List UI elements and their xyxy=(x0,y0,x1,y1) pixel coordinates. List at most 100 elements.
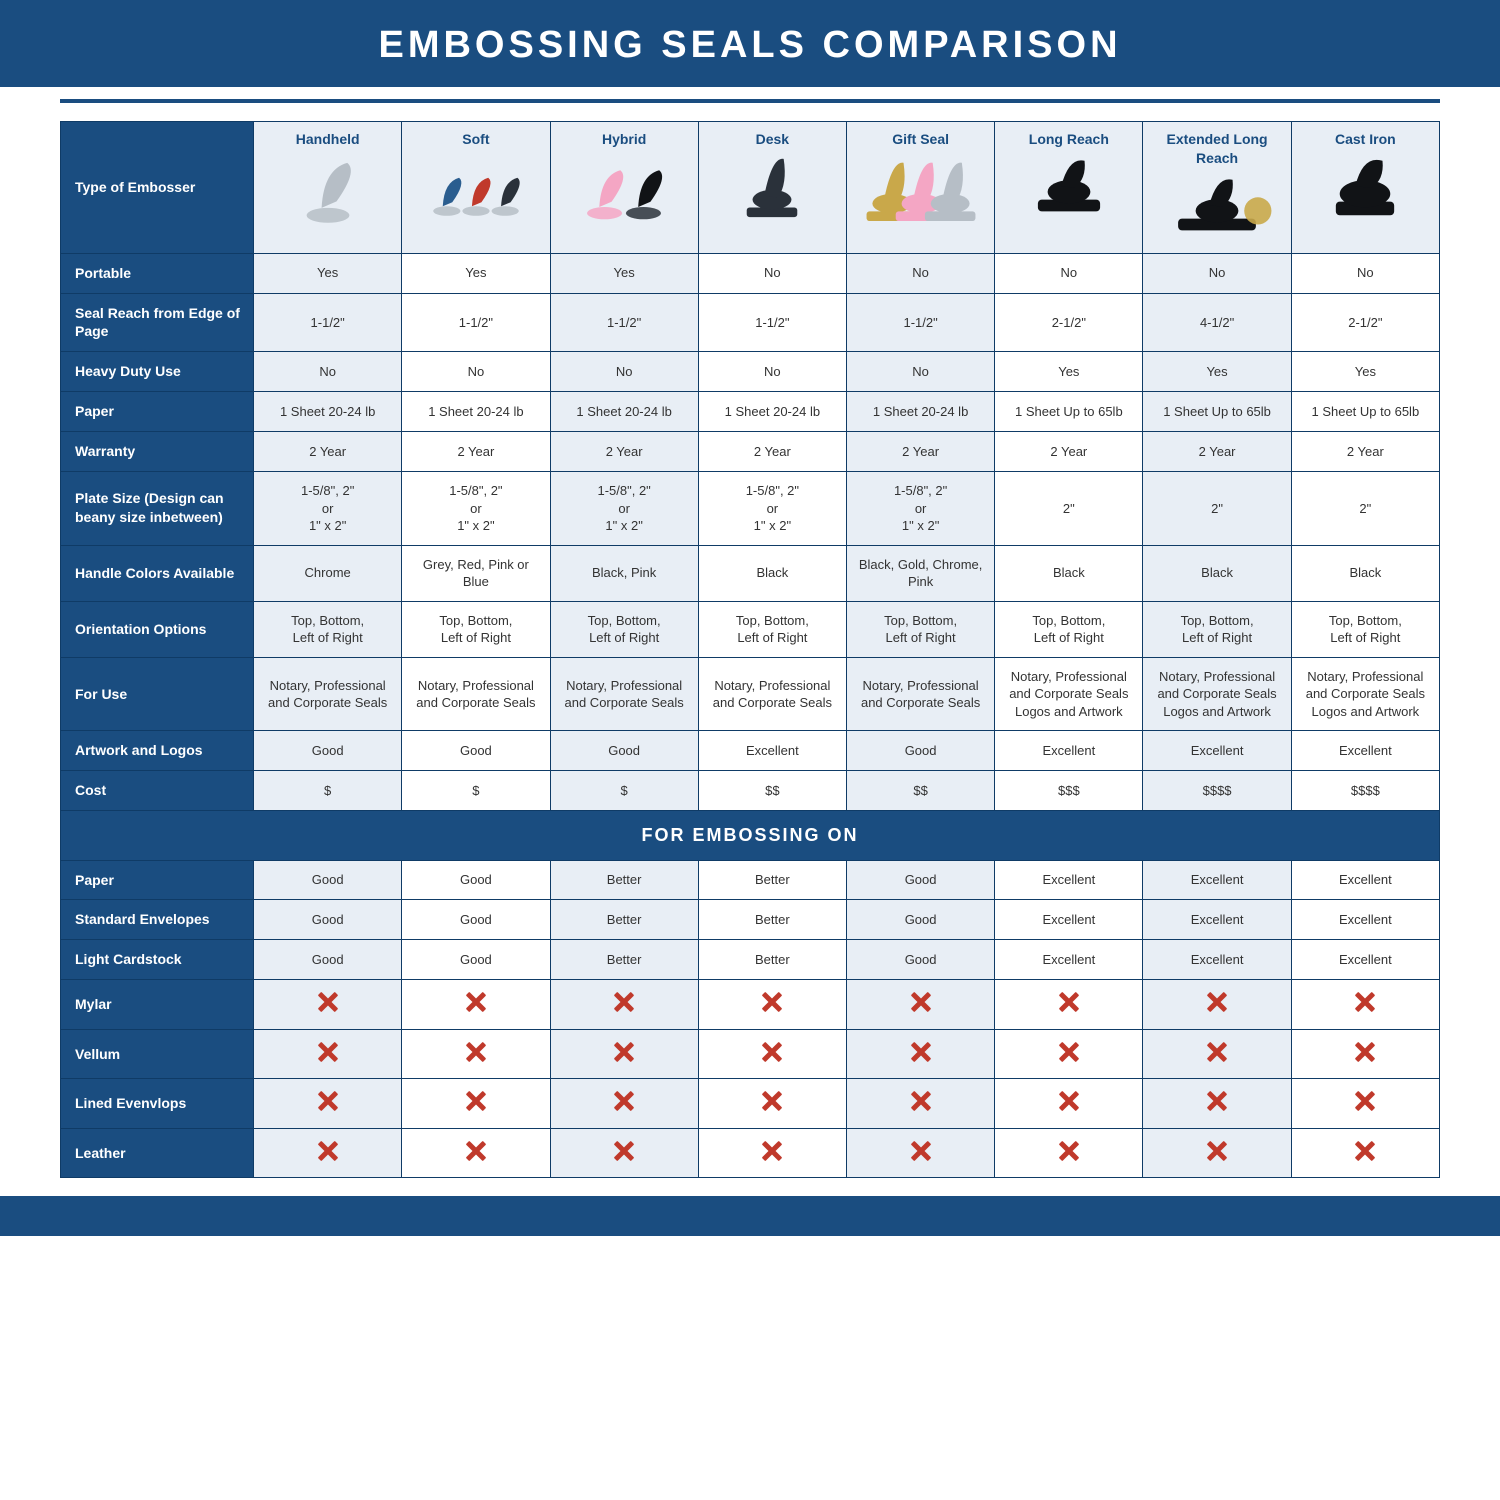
row-label: Light Cardstock xyxy=(61,940,254,980)
table-row: Handle Colors AvailableChromeGrey, Red, … xyxy=(61,545,1440,601)
table-cell xyxy=(846,980,994,1030)
table-cell: Good xyxy=(254,940,402,980)
table-cell xyxy=(698,1128,846,1178)
table-cell xyxy=(1291,1128,1439,1178)
table-cell xyxy=(1291,980,1439,1030)
table-cell: 1-1/2" xyxy=(698,293,846,352)
column-label: Handheld xyxy=(258,130,397,149)
row-label: Lined Evenvlops xyxy=(61,1079,254,1129)
embosser-icon xyxy=(258,149,397,228)
table-cell: Excellent xyxy=(995,900,1143,940)
section-header: FOR EMBOSSING ON xyxy=(61,811,1440,860)
table-cell: Excellent xyxy=(1143,900,1291,940)
table-cell: Good xyxy=(402,860,550,900)
column-label: Extended Long Reach xyxy=(1147,130,1286,168)
table-cell: 1-5/8", 2"or1" x 2" xyxy=(402,472,550,546)
table-cell: 2 Year xyxy=(402,432,550,472)
table-cell: 2-1/2" xyxy=(1291,293,1439,352)
table-cell: 1-1/2" xyxy=(846,293,994,352)
table-cell: Good xyxy=(846,731,994,771)
table-cell: 2 Year xyxy=(698,432,846,472)
table-cell: No xyxy=(698,352,846,392)
column-header: Extended Long Reach xyxy=(1143,122,1291,254)
column-header: Soft xyxy=(402,122,550,254)
table-cell: Good xyxy=(846,860,994,900)
table-cell: Black, Gold, Chrome, Pink xyxy=(846,545,994,601)
page-title: EMBOSSING SEALS COMPARISON xyxy=(0,0,1500,87)
table-cell: Good xyxy=(846,940,994,980)
table-cell xyxy=(1143,1079,1291,1129)
table-cell: $ xyxy=(550,771,698,811)
x-mark-icon xyxy=(612,1040,636,1064)
table-cell: 1 Sheet Up to 65lb xyxy=(1291,392,1439,432)
table-cell xyxy=(1143,1029,1291,1079)
row-label: Paper xyxy=(61,392,254,432)
table-cell: No xyxy=(402,352,550,392)
table-cell: Good xyxy=(402,900,550,940)
x-mark-icon xyxy=(1205,1139,1229,1163)
table-cell: Black xyxy=(698,545,846,601)
row-label: Paper xyxy=(61,860,254,900)
table-cell: No xyxy=(550,352,698,392)
x-mark-icon xyxy=(464,990,488,1014)
table-cell: Black xyxy=(1291,545,1439,601)
table-cell: Good xyxy=(846,900,994,940)
x-mark-icon xyxy=(1353,1089,1377,1113)
table-cell xyxy=(995,1079,1143,1129)
x-mark-icon xyxy=(1057,1089,1081,1113)
table-cell xyxy=(698,1029,846,1079)
column-label: Desk xyxy=(703,130,842,149)
table-cell: 2 Year xyxy=(1143,432,1291,472)
column-label: Gift Seal xyxy=(851,130,990,149)
x-mark-icon xyxy=(909,1139,933,1163)
table-cell: 1 Sheet Up to 65lb xyxy=(995,392,1143,432)
table-cell xyxy=(1143,1128,1291,1178)
table-row: PaperGoodGoodBetterBetterGoodExcellentEx… xyxy=(61,860,1440,900)
table-cell: Yes xyxy=(550,253,698,293)
x-mark-icon xyxy=(760,1089,784,1113)
x-mark-icon xyxy=(316,990,340,1014)
table-cell: 4-1/2" xyxy=(1143,293,1291,352)
table-cell: Excellent xyxy=(1143,731,1291,771)
column-header: Long Reach xyxy=(995,122,1143,254)
column-header: Cast Iron xyxy=(1291,122,1439,254)
table-cell: Excellent xyxy=(1291,900,1439,940)
embosser-icon xyxy=(1296,149,1435,228)
table-cell: No xyxy=(1143,253,1291,293)
table-cell xyxy=(550,1079,698,1129)
row-label: Seal Reach from Edge of Page xyxy=(61,293,254,352)
table-cell xyxy=(846,1128,994,1178)
column-header: Hybrid xyxy=(550,122,698,254)
comparison-table: Type of Embosser Handheld Soft Hybrid De… xyxy=(60,121,1440,1178)
x-mark-icon xyxy=(612,990,636,1014)
table-row: Lined Evenvlops xyxy=(61,1079,1440,1129)
x-mark-icon xyxy=(612,1089,636,1113)
x-mark-icon xyxy=(316,1139,340,1163)
table-cell: Top, Bottom,Left of Right xyxy=(402,601,550,657)
table-cell: Notary, Professional and Corporate Seals xyxy=(550,657,698,731)
table-cell: Notary, Professional and Corporate Seals xyxy=(698,657,846,731)
row-label: Standard Envelopes xyxy=(61,900,254,940)
x-mark-icon xyxy=(1353,1040,1377,1064)
column-header: Gift Seal xyxy=(846,122,994,254)
table-cell: Notary, Professional and Corporate Seals… xyxy=(1291,657,1439,731)
row-label: Plate Size (Design can beany size inbetw… xyxy=(61,472,254,546)
table-cell: 1-1/2" xyxy=(550,293,698,352)
table-cell xyxy=(995,1128,1143,1178)
x-mark-icon xyxy=(316,1040,340,1064)
table-cell: 2" xyxy=(1143,472,1291,546)
table-cell: Excellent xyxy=(995,860,1143,900)
table-cell xyxy=(402,1128,550,1178)
table-cell: Black xyxy=(1143,545,1291,601)
table-cell: Good xyxy=(254,900,402,940)
table-cell xyxy=(402,1029,550,1079)
table-cell xyxy=(1143,980,1291,1030)
column-label: Hybrid xyxy=(555,130,694,149)
table-cell: $$ xyxy=(698,771,846,811)
embosser-icon xyxy=(999,149,1138,228)
table-cell: 1-1/2" xyxy=(402,293,550,352)
x-mark-icon xyxy=(1057,1139,1081,1163)
table-cell: Better xyxy=(698,900,846,940)
row-label: Orientation Options xyxy=(61,601,254,657)
table-cell: Better xyxy=(550,940,698,980)
